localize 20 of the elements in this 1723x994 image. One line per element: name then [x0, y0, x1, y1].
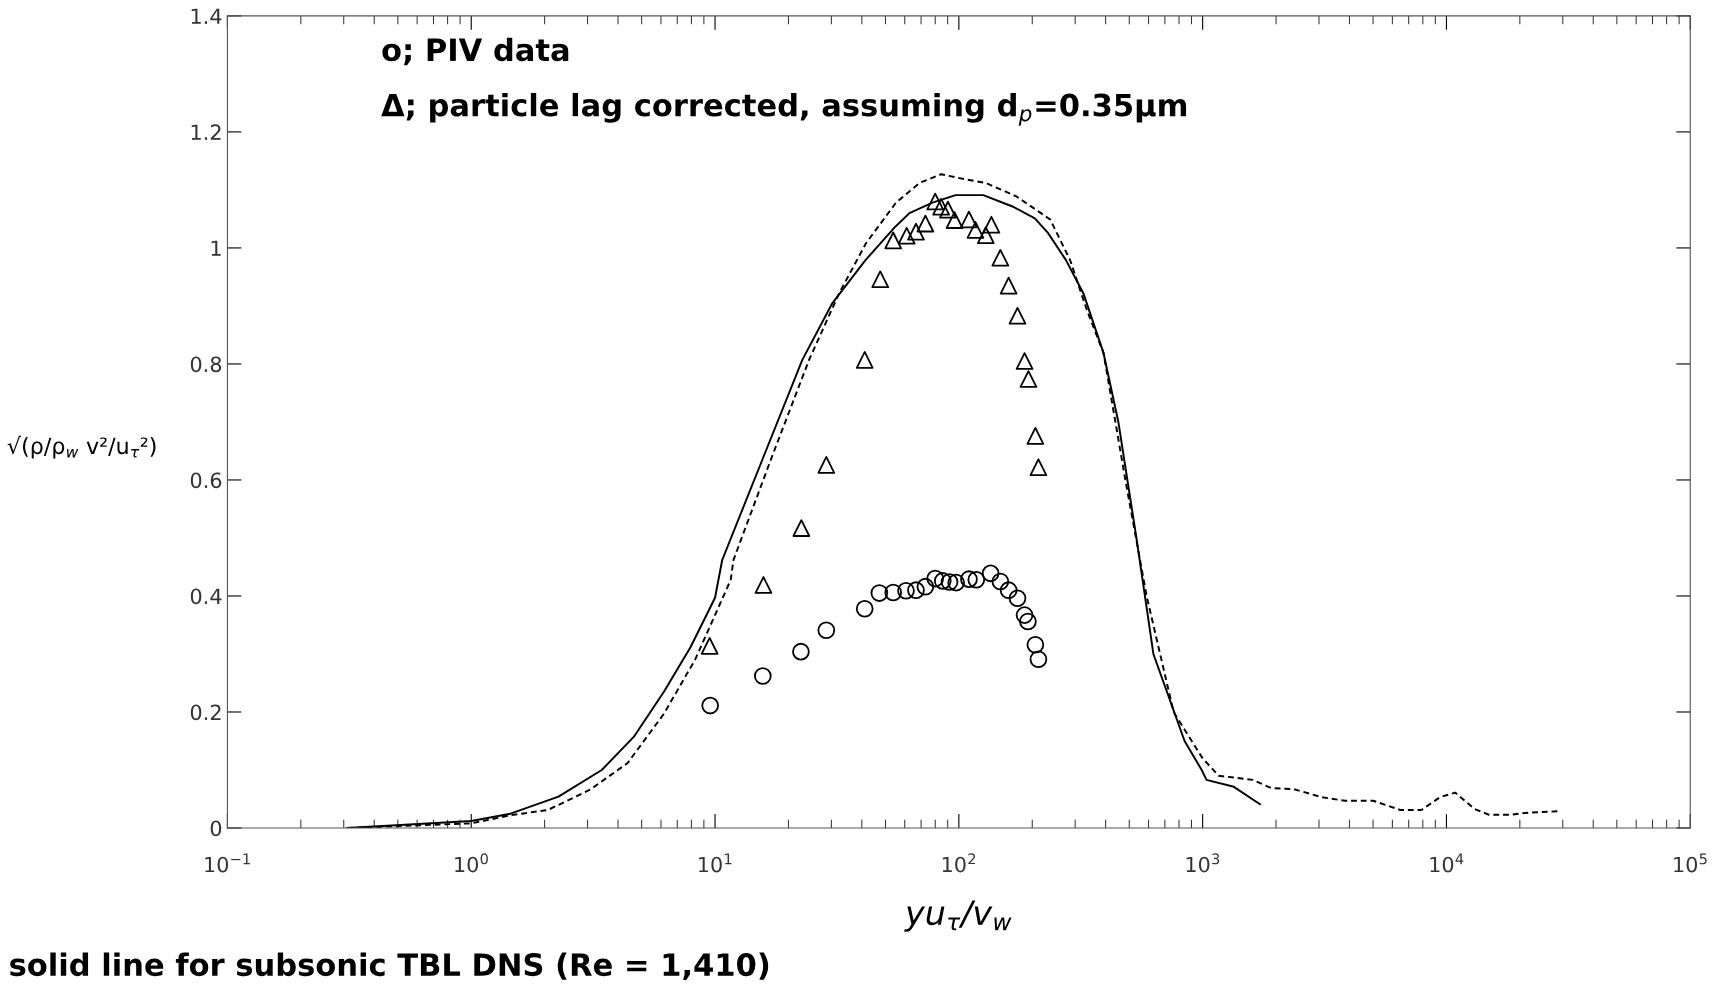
y-tick-label: 1.4 [191, 8, 222, 24]
y-tick-label: 1 [211, 240, 221, 256]
annotation: o; PIV data [382, 37, 569, 66]
x-axis-title: yu$_{τ}$/v$_{w}$ [904, 900, 1012, 932]
y-tick-label: 0.8 [190, 356, 222, 373]
x-tick-label: 10$^{−1}$ [205, 853, 250, 873]
y-tick-label: 0.4 [190, 588, 222, 605]
y-tick-label: 0.6 [190, 472, 222, 489]
text: solid line for subsonic TBL DNS (Re = 1,410) [10, 952, 769, 981]
x-tick-label: 10$^{1}$ [699, 853, 732, 873]
y-tick-label: 0 [210, 820, 222, 837]
y-axis-title: √(ρ/ρ$_{w}$ v²/u$_{τ}$²) [7, 435, 156, 459]
x-tick-label: 10$^{3}$ [1186, 853, 1220, 873]
x-tick-label: 10$^{4}$ [1430, 853, 1464, 873]
x-tick-label: 10$^{2}$ [942, 853, 976, 873]
x-tick-label: 10$^{5}$ [1674, 853, 1707, 873]
annotation: Δ; particle lag corrected, assuming d$_{p}$=0.35μm [381, 92, 1187, 126]
y-tick-label: 1.2 [191, 124, 221, 140]
x-tick-label: 10$^{0}$ [455, 853, 488, 873]
y-tick-label: 0.2 [190, 704, 221, 721]
